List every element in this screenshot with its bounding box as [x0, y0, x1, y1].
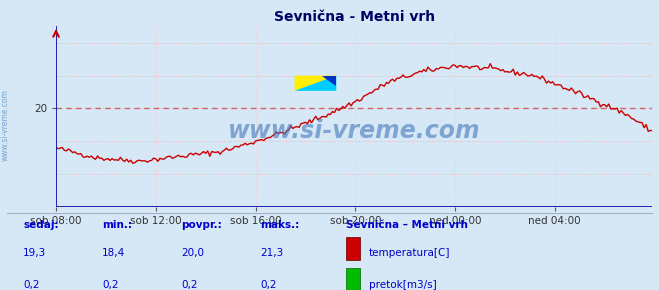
Text: pretok[m3/s]: pretok[m3/s]: [369, 280, 437, 290]
Text: Sevnična – Metni vrh: Sevnična – Metni vrh: [346, 220, 468, 230]
Text: temperatura[C]: temperatura[C]: [369, 248, 451, 258]
Text: 21,3: 21,3: [260, 248, 283, 258]
Text: 20,0: 20,0: [181, 248, 204, 258]
Text: 0,2: 0,2: [260, 280, 277, 290]
Polygon shape: [295, 76, 336, 91]
Text: povpr.:: povpr.:: [181, 220, 222, 230]
Bar: [346, 268, 360, 290]
Polygon shape: [322, 76, 336, 86]
Text: www.si-vreme.com: www.si-vreme.com: [228, 119, 480, 143]
Text: 19,3: 19,3: [23, 248, 46, 258]
Text: www.si-vreme.com: www.si-vreme.com: [1, 89, 10, 161]
Text: min.:: min.:: [102, 220, 132, 230]
Text: sedaj:: sedaj:: [23, 220, 59, 230]
Title: Sevnična - Metni vrh: Sevnična - Metni vrh: [273, 10, 435, 23]
Text: 0,2: 0,2: [23, 280, 40, 290]
Bar: [346, 237, 360, 260]
Text: 0,2: 0,2: [102, 280, 119, 290]
Text: 0,2: 0,2: [181, 280, 198, 290]
Polygon shape: [295, 76, 336, 91]
Text: 18,4: 18,4: [102, 248, 125, 258]
Text: maks.:: maks.:: [260, 220, 300, 230]
